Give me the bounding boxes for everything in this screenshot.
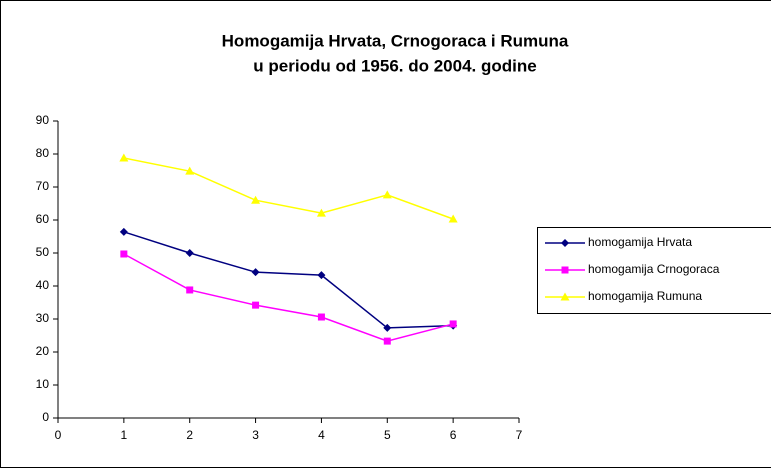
series-line <box>123 253 454 342</box>
x-tick-label: 0 <box>55 428 62 442</box>
marker <box>383 337 391 345</box>
x-tick-label: 4 <box>318 428 325 442</box>
x-tick-label: 7 <box>516 428 523 442</box>
marker <box>251 195 261 204</box>
x-tick-label: 6 <box>450 428 457 442</box>
marker <box>561 266 569 274</box>
marker <box>448 214 458 223</box>
marker <box>119 227 128 236</box>
marker <box>252 301 260 309</box>
x-tick-label: 3 <box>252 428 259 442</box>
y-tick-label: 90 <box>36 113 50 127</box>
marker <box>316 208 326 217</box>
marker <box>383 323 392 332</box>
legend-label: homogamija Rumuna <box>588 289 702 303</box>
series-line <box>123 231 454 329</box>
marker <box>561 239 569 247</box>
marker <box>120 250 128 258</box>
legend-label: homogamija Crnogoraca <box>588 262 720 276</box>
marker <box>317 313 325 321</box>
x-tick-label: 1 <box>121 428 128 442</box>
y-tick-label: 60 <box>36 212 50 226</box>
y-tick-label: 40 <box>36 278 50 292</box>
marker <box>251 268 260 277</box>
y-tick-label: 0 <box>42 410 49 424</box>
marker <box>449 320 457 328</box>
chart-title: u periodu od 1956. do 2004. godine <box>253 56 536 75</box>
x-tick-label: 2 <box>186 428 193 442</box>
y-tick-label: 70 <box>36 179 50 193</box>
marker <box>560 292 570 301</box>
y-tick-label: 20 <box>36 344 50 358</box>
y-tick-label: 10 <box>36 377 50 391</box>
marker <box>317 271 326 280</box>
x-tick-label: 5 <box>384 428 391 442</box>
marker <box>382 190 392 199</box>
series-line <box>123 157 454 220</box>
legend-label: homogamija Hrvata <box>588 235 692 249</box>
y-tick-label: 80 <box>36 146 50 160</box>
marker <box>119 153 129 162</box>
y-tick-label: 50 <box>36 245 50 259</box>
marker <box>185 166 195 175</box>
marker <box>186 286 194 294</box>
y-tick-label: 30 <box>36 311 50 325</box>
marker <box>185 249 194 257</box>
chart-title: Homogamija Hrvata, Crnogoraca i Rumuna <box>222 31 569 50</box>
